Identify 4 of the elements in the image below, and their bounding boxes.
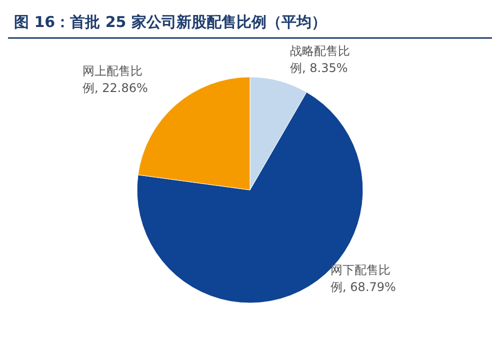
slice-label: 战略配售比例, 8.35%: [290, 44, 350, 75]
slice-label: 网上配售比例, 22.86%: [82, 64, 148, 95]
chart-title: 图 16：首批 25 家公司新股配售比例（平均）: [14, 13, 326, 31]
slice-label: 网下配售比例, 68.79%: [330, 263, 396, 294]
